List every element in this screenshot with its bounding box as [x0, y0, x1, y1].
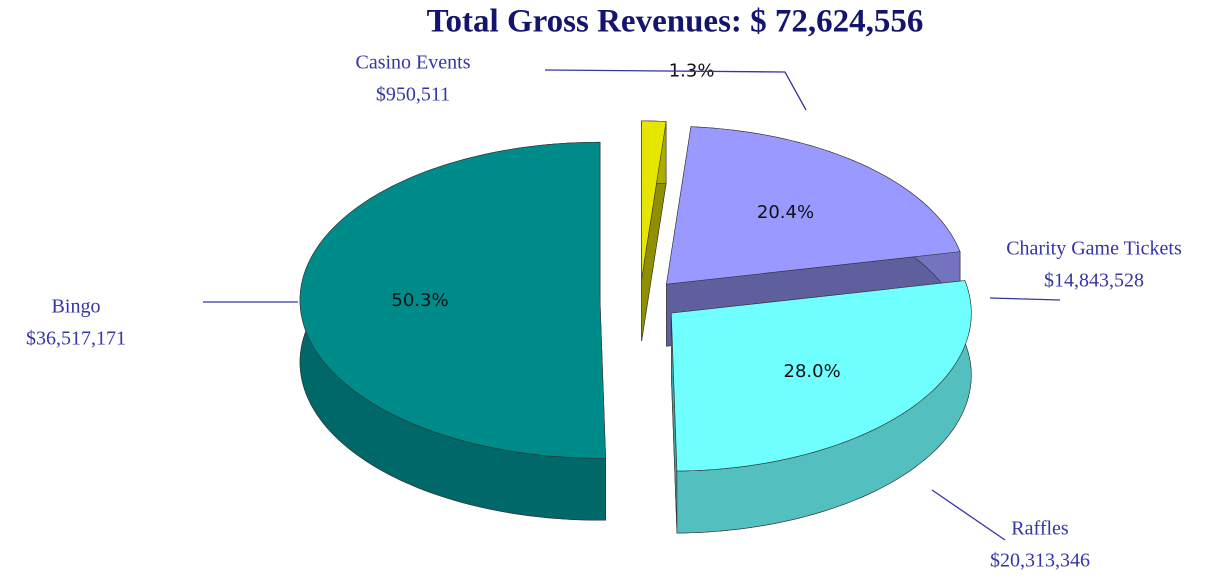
- slice-top: [670, 280, 972, 472]
- slice-top: [299, 141, 606, 459]
- leader-line: [931, 489, 1006, 541]
- data-label: 20.4%: [757, 202, 814, 223]
- leader-line: [544, 69, 807, 111]
- slice: [641, 120, 667, 341]
- category-label: Bingo: [52, 296, 101, 318]
- amount-label: $950,511: [376, 84, 450, 106]
- amount-label: $14,843,528: [1044, 270, 1144, 292]
- leader-line: [989, 297, 1061, 301]
- chart-title: Total Gross Revenues: $ 72,624,556: [427, 4, 924, 40]
- category-label: Casino Events: [356, 52, 471, 74]
- slice-top: [666, 126, 961, 285]
- data-label: 50.3%: [391, 290, 448, 311]
- slice: [670, 280, 972, 534]
- amount-label: $20,313,346: [990, 550, 1090, 572]
- data-label: 28.0%: [784, 361, 841, 382]
- slice: [299, 141, 606, 521]
- amount-label: $36,517,171: [26, 328, 126, 350]
- category-label: Charity Game Tickets: [1006, 238, 1182, 260]
- category-label: Raffles: [1011, 518, 1069, 540]
- slice-top: [641, 120, 667, 279]
